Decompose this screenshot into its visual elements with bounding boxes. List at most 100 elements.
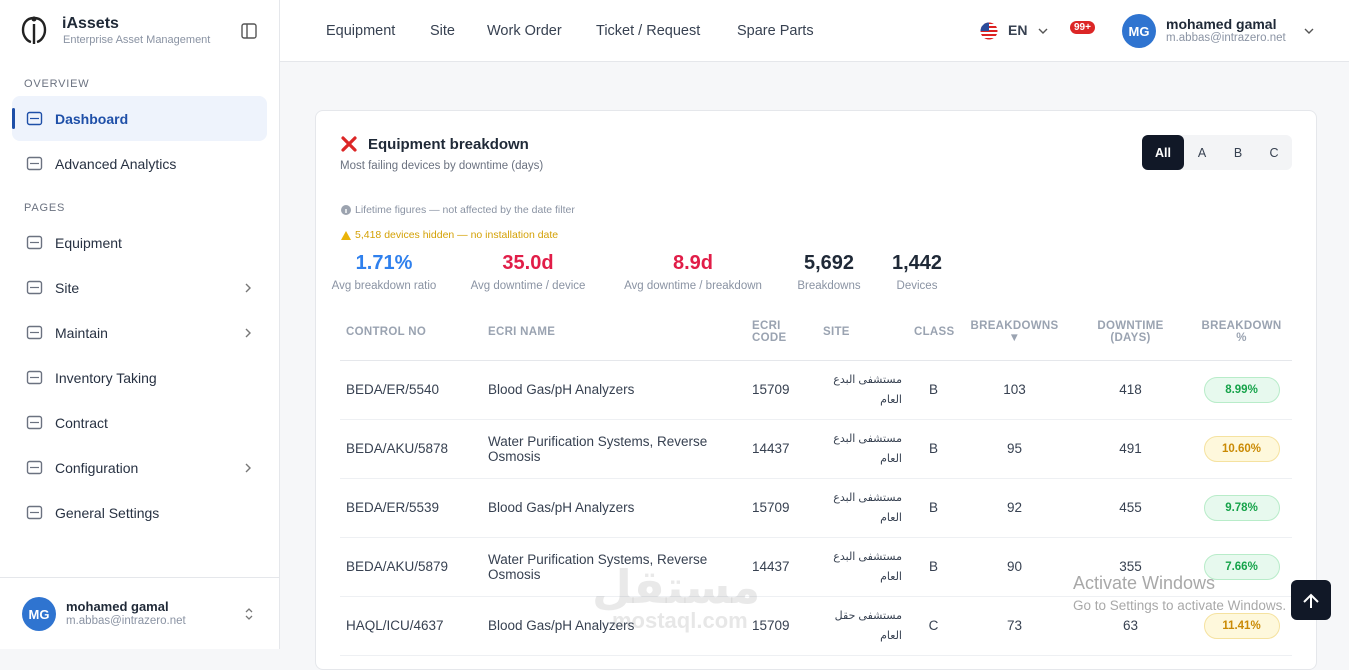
menu-item[interactable]: Configuration: [12, 445, 267, 490]
cell: 15709: [746, 360, 817, 420]
logo: [21, 16, 47, 44]
cell: 491: [1070, 419, 1191, 479]
menu-icon: [26, 280, 43, 295]
cell: 8.99%: [1191, 360, 1292, 420]
menu-label: Inventory Taking: [55, 369, 157, 386]
menu-icon: [26, 325, 43, 340]
menu-item[interactable]: Equipment: [12, 220, 267, 265]
menu-label: Site: [55, 279, 80, 296]
note-text: 5,418 devices hidden — no installation d…: [355, 229, 559, 241]
table-row[interactable]: BEDA/AKU/5878 Water Purification Systems,…: [340, 419, 1292, 479]
language[interactable]: EN: [1008, 22, 1028, 38]
table-row[interactable]: BEDA/ER/5539 Blood Gas/pH Analyzers 15709 م…: [340, 478, 1292, 538]
menu-label: Contract: [55, 414, 108, 431]
menu-label: Equipment: [55, 234, 122, 251]
cell: BEDA/ER/5539: [340, 478, 482, 538]
stat-label: Devices: [896, 280, 938, 292]
card-subtitle: Most failing devices by downtime (days): [340, 160, 544, 172]
menu-icon: [26, 235, 43, 250]
cell: مستشفى البدع العام: [817, 419, 908, 479]
column-header[interactable]: BREAKDOWNS ▼: [959, 305, 1070, 361]
nav-link[interactable]: Ticket / Request: [596, 23, 701, 39]
filter-option[interactable]: A: [1197, 145, 1207, 160]
info-icon: [341, 205, 351, 215]
column-header: CLASS: [908, 305, 959, 361]
nav-link[interactable]: Work Order: [487, 23, 562, 39]
menu-icon: [26, 156, 43, 171]
expand-icon: [245, 608, 253, 620]
cell: 355: [1070, 537, 1191, 597]
cell: 14437: [746, 419, 817, 479]
nav-link[interactable]: Equipment: [326, 23, 396, 39]
table-row[interactable]: BEDA/ER/5540 Blood Gas/pH Analyzers 15709 م…: [340, 360, 1292, 420]
activation-title: Activate Windows: [1073, 573, 1216, 593]
cell: مستشفى البدع العام: [817, 478, 908, 538]
cell: 90: [959, 537, 1070, 597]
cell: BEDA/ER/5540: [340, 360, 482, 420]
stat-label: Breakdowns: [797, 280, 861, 292]
cell: 7.66%: [1191, 537, 1292, 597]
scroll-top-button[interactable]: [1291, 580, 1331, 620]
percent-badge: 9.78%: [1203, 494, 1280, 521]
collapse-button[interactable]: [241, 23, 257, 39]
stat-label: Avg breakdown ratio: [331, 280, 437, 292]
stat-value: 5,692: [803, 252, 855, 274]
cell: 10.60%: [1191, 419, 1292, 479]
menu-label: Configuration: [55, 459, 139, 476]
stat-label: Avg downtime / breakdown: [624, 280, 762, 292]
menu-item[interactable]: Contract: [12, 400, 267, 445]
cell: 73: [959, 596, 1070, 656]
cell: 9.78%: [1191, 478, 1292, 538]
stat-value: 8.9d: [672, 252, 714, 274]
menu-item[interactable]: Advanced Analytics: [12, 141, 267, 186]
stat: 35.0d Avg downtime / device: [448, 252, 608, 292]
menu-icon: [26, 460, 43, 475]
nav-link[interactable]: Spare Parts: [737, 23, 814, 39]
stat: 1,442 Devices: [837, 252, 997, 292]
percent-badge: 11.41%: [1203, 612, 1280, 639]
stat: 5,692 Breakdowns: [749, 252, 909, 292]
column-header: BREAKDOWN %: [1191, 305, 1292, 361]
table-row[interactable]: BEDA/AKU/5879 Water Purification Systems,…: [340, 537, 1292, 597]
percent-badge: 10.60%: [1203, 435, 1280, 462]
breakdown-card: Equipment breakdown Most failing devices…: [315, 110, 1317, 670]
breakdown-table: CONTROL NO ECRI NAME ECRI CODE SITE CLASS BRE…: [340, 305, 1292, 656]
filter-option[interactable]: C: [1269, 145, 1279, 160]
table-row[interactable]: HAQL/ICU/4637 Blood Gas/pH Analyzers 15709…: [340, 596, 1292, 656]
language-chevron: [1038, 28, 1048, 34]
card-title: Equipment breakdown: [368, 136, 529, 153]
filter-option[interactable]: B: [1233, 145, 1243, 160]
topbar: Equipment Site Work Order Ticket / Request S…: [280, 0, 1349, 62]
sidebar-user[interactable]: MG mohamed gamal m.abbas@intrazero.net: [0, 577, 279, 649]
menu-item[interactable]: Inventory Taking: [12, 355, 267, 400]
menu-item[interactable]: General Settings: [12, 490, 267, 535]
table-header: CONTROL NO ECRI NAME ECRI CODE SITE CLASS BRE…: [340, 305, 1292, 361]
cell: 418: [1070, 360, 1191, 420]
activation-text: Go to Settings to activate Windows.: [1073, 598, 1287, 613]
column-header: CONTROL NO: [340, 305, 482, 361]
filter-option[interactable]: All: [1142, 135, 1184, 170]
section-title: OVERVIEW: [24, 78, 90, 90]
stat-value: 1,442: [891, 252, 943, 274]
flag: [980, 22, 998, 40]
menu-item[interactable]: Maintain: [12, 310, 267, 355]
notification-badge[interactable]: 99+: [1070, 21, 1095, 34]
column-header: DOWNTIME (DAYS): [1070, 305, 1191, 361]
card-icon: [341, 136, 357, 152]
cell: B: [908, 360, 959, 420]
avatar[interactable]: MG: [1122, 14, 1156, 48]
menu-item[interactable]: Site: [12, 265, 267, 310]
cell: Water Purification Systems, Reverse Osmo…: [482, 537, 746, 597]
cell: 63: [1070, 596, 1191, 656]
chevron: [245, 283, 251, 293]
cell: B: [908, 478, 959, 538]
menu-item[interactable]: Dashboard: [12, 96, 267, 141]
user-name: mohamed gamal: [1166, 16, 1277, 32]
cell: HAQL/ICU/4637: [340, 596, 482, 656]
percent-badge: 8.99%: [1203, 376, 1280, 403]
cell: مستشفى البدع العام: [817, 360, 908, 420]
nav-link[interactable]: Site: [430, 23, 455, 39]
cell: 95: [959, 419, 1070, 479]
user-name: mohamed gamal: [66, 599, 169, 614]
